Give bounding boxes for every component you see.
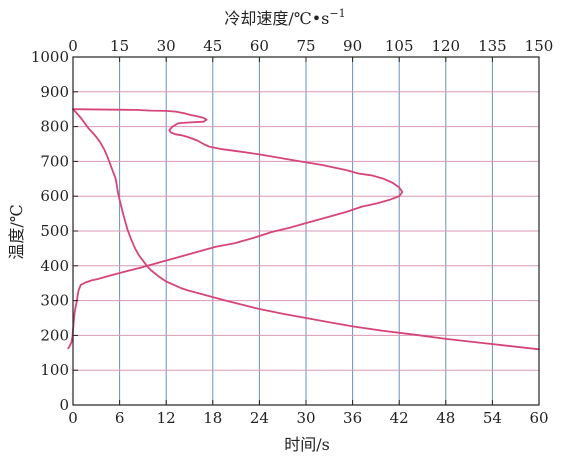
x-axis-title: 时间/s	[284, 435, 330, 454]
x2-axis-title-exponent: −1	[329, 7, 345, 20]
y-tick-label: 300	[40, 292, 69, 310]
y-tick-label: 800	[40, 118, 69, 136]
x-tick-label: 30	[296, 409, 315, 427]
x-tick-label: 6	[115, 409, 125, 427]
x2-tick-label: 60	[250, 37, 269, 55]
y-tick-label: 200	[40, 326, 69, 344]
axis-titles: 时间/s 冷却速度/℃•s−1 温度/℃	[7, 7, 346, 454]
y-tick-label: 100	[40, 361, 69, 379]
x-tick-label: 0	[68, 409, 78, 427]
x-tick-label: 42	[390, 409, 409, 427]
axes	[72, 56, 540, 406]
x2-tick-label: 135	[478, 37, 507, 55]
x-tick-label: 54	[483, 409, 502, 427]
x2-tick-label: 90	[343, 37, 362, 55]
x2-tick-label: 30	[157, 37, 176, 55]
x2-tick-label: 0	[68, 37, 78, 55]
series-line-time	[72, 108, 540, 351]
y-axis-title: 温度/℃	[7, 204, 26, 259]
y-tick-label: 500	[40, 222, 69, 240]
series-line-cooling-rate	[67, 108, 404, 350]
x2-axis-title: 冷却速度/℃•s−1	[224, 7, 345, 28]
tick-labels: 0 6 12 18 24 30 36 42 48 54 600 15 30 45 60 75 90 105 120 1…	[31, 37, 554, 427]
y-tick-label: 1000	[31, 48, 69, 66]
x-tick-label: 36	[343, 409, 362, 427]
y-tick-label: 0	[59, 396, 69, 414]
x2-tick-label: 150	[525, 37, 554, 55]
grid	[73, 57, 539, 405]
y-tick-label: 600	[40, 187, 69, 205]
x-tick-label: 60	[529, 409, 548, 427]
x2-tick-label: 120	[431, 37, 460, 55]
y-tick-label: 700	[40, 152, 69, 170]
series-group	[67, 108, 540, 351]
x2-tick-label: 105	[385, 37, 414, 55]
y-tick-label: 400	[40, 257, 69, 275]
x-tick-label: 24	[250, 409, 269, 427]
x2-tick-label: 15	[110, 37, 129, 55]
y-tick-label: 900	[40, 83, 69, 101]
x-tick-label: 12	[157, 409, 176, 427]
x-tick-label: 48	[436, 409, 455, 427]
x-tick-label: 18	[203, 409, 222, 427]
x2-tick-label: 75	[296, 37, 315, 55]
x2-tick-label: 45	[203, 37, 222, 55]
x2-axis-title-main: 冷却速度/℃•s	[224, 9, 329, 28]
